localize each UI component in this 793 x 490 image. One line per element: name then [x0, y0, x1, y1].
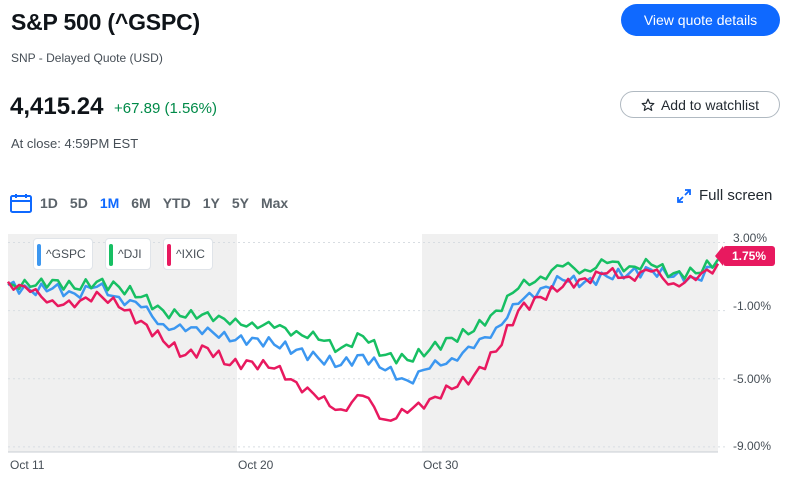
legend-item-ixic[interactable]: ^IXIC — [163, 238, 213, 270]
chart-band — [422, 234, 718, 452]
y-tick-label: -9.00% — [733, 439, 772, 453]
view-quote-details-button[interactable]: View quote details — [621, 4, 780, 36]
range-tab-1d[interactable]: 1D — [40, 195, 58, 211]
range-tab-max[interactable]: Max — [260, 195, 289, 211]
series-line-ixic — [6, 263, 720, 422]
range-tab-5y[interactable]: 5Y — [231, 195, 249, 211]
legend-swatch-dji — [109, 244, 113, 266]
star-icon — [641, 98, 655, 111]
legend-label-gspc: ^GSPC — [46, 247, 86, 261]
y-tick-label: -5.00% — [733, 372, 772, 386]
x-tick-label: Oct 30 — [423, 458, 459, 472]
x-tick-label: Oct 20 — [238, 458, 274, 472]
legend-swatch-gspc — [37, 244, 41, 266]
close-time: At close: 4:59PM EST — [11, 136, 139, 151]
range-tab-ytd[interactable]: YTD — [162, 195, 191, 211]
legend-label-dji: ^DJI — [118, 247, 142, 261]
y-tick-label: -1.00% — [733, 299, 772, 313]
page-title: S&P 500 (^GSPC) — [11, 9, 200, 35]
series-line-gspc — [7, 262, 719, 385]
calendar-icon[interactable] — [10, 193, 32, 213]
legend-label-ixic: ^IXIC — [176, 247, 205, 261]
range-tab-6m[interactable]: 6M — [131, 195, 151, 211]
chart-band — [8, 234, 237, 452]
legend-item-gspc[interactable]: ^GSPC — [33, 238, 93, 270]
range-selector: 1D 5D 1M 6M YTD 1Y 5Y Max — [10, 193, 300, 213]
full-screen-label: Full screen — [699, 187, 773, 204]
current-price: 4,415.24 — [10, 93, 104, 120]
chart-band — [237, 234, 422, 452]
legend-swatch-ixic — [167, 244, 171, 266]
expand-icon — [677, 188, 691, 203]
watchlist-label: Add to watchlist — [660, 96, 760, 113]
legend-item-dji[interactable]: ^DJI — [105, 238, 151, 270]
full-screen-button[interactable]: Full screen — [677, 187, 772, 204]
y-tick-label: 3.00% — [733, 231, 768, 245]
range-tab-1m[interactable]: 1M — [99, 195, 120, 211]
range-tab-1y[interactable]: 1Y — [202, 195, 220, 211]
price-change: +67.89 (1.56%) — [114, 100, 217, 117]
x-tick-label: Oct 11 — [10, 458, 45, 472]
series-line-dji — [7, 257, 720, 365]
last-value-badge: 1.75% — [715, 246, 775, 266]
range-tab-5d[interactable]: 5D — [69, 195, 88, 211]
add-to-watchlist-button[interactable]: Add to watchlist — [620, 91, 780, 118]
exchange-subtitle: SNP - Delayed Quote (USD) — [11, 51, 163, 65]
